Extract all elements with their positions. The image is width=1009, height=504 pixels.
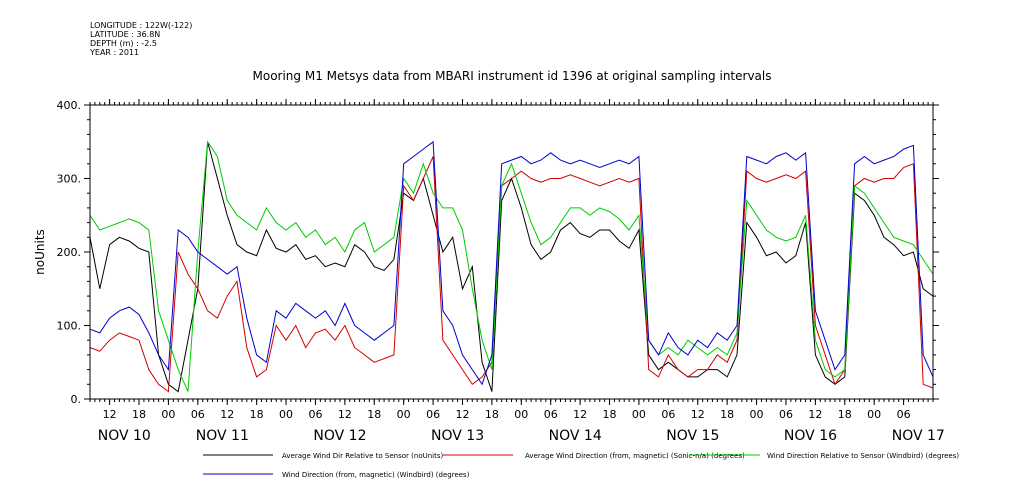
legend-label-3: Wind Direction Relative to Sensor (Windb… — [767, 452, 959, 460]
x-hour-label: 12 — [338, 408, 352, 421]
longitude-label: LONGITUDE : 122W(-122) — [90, 21, 193, 30]
y-tick-label: 300. — [57, 173, 82, 186]
x-hour-label: 00 — [750, 408, 764, 421]
x-hour-label: 12 — [455, 408, 469, 421]
x-hour-label: 18 — [250, 408, 264, 421]
y-tick-label: 200. — [57, 246, 82, 259]
x-hour-label: 00 — [279, 408, 293, 421]
x-hour-label: 06 — [308, 408, 322, 421]
depth-label: DEPTH (m) : -2.5 — [90, 39, 157, 48]
x-hour-label: 18 — [603, 408, 617, 421]
metadata-block: LONGITUDE : 122W(-122) LATITUDE : 36.8N … — [90, 21, 192, 57]
x-day-label: NOV 13 — [431, 428, 484, 444]
x-hour-label: 12 — [103, 408, 117, 421]
x-hour-label: 00 — [867, 408, 881, 421]
x-hour-label: 06 — [661, 408, 675, 421]
chart-title: Mooring M1 Metsys data from MBARI instru… — [253, 69, 772, 83]
legend-label-1: Average Wind Dir Relative to Sensor (noU… — [282, 452, 443, 460]
series-line-2 — [89, 156, 934, 393]
x-hour-label: 06 — [779, 408, 793, 421]
legend-label-4: Wind Direction (from, magnetic) (Windbir… — [282, 471, 470, 479]
x-day-label: NOV 17 — [892, 428, 945, 444]
y-tick-label: 0. — [71, 393, 82, 406]
x-hour-label: 12 — [573, 408, 587, 421]
plot-frame — [89, 104, 934, 400]
x-hour-label: 12 — [691, 408, 705, 421]
x-hour-label: 12 — [808, 408, 822, 421]
x-hour-label: 18 — [485, 408, 499, 421]
x-day-label: NOV 10 — [98, 428, 151, 444]
x-hour-label: 18 — [720, 408, 734, 421]
y-tick-label: 100. — [57, 320, 82, 333]
x-hour-label: 18 — [367, 408, 381, 421]
legend: Average Wind Dir Relative to Sensor (noU… — [203, 452, 959, 479]
x-hour-label: 18 — [838, 408, 852, 421]
x-hour-label: 00 — [161, 408, 175, 421]
x-hour-label: 06 — [426, 408, 440, 421]
series-line-4 — [89, 140, 934, 386]
y-tick-label: 400. — [57, 99, 82, 112]
x-hour-label: 00 — [514, 408, 528, 421]
x-day-label: NOV 15 — [666, 428, 719, 444]
x-day-label: NOV 16 — [784, 428, 837, 444]
x-day-label: NOV 11 — [196, 428, 249, 444]
year-label: YEAR : 2011 — [90, 48, 140, 57]
y-axis-label: noUnits — [33, 229, 47, 275]
x-hour-label: 00 — [397, 408, 411, 421]
x-hour-label: 00 — [632, 408, 646, 421]
series-line-3 — [89, 140, 934, 392]
x-hour-label: 18 — [132, 408, 146, 421]
latitude-label: LATITUDE : 36.8N — [90, 30, 161, 39]
x-hour-label: 06 — [191, 408, 205, 421]
x-hour-label: 06 — [897, 408, 911, 421]
legend-label-2: Average Wind Direction (from, magnetic) … — [525, 452, 745, 460]
x-day-label: NOV 12 — [313, 428, 366, 444]
plot-area: 0. 100. 200. 300. 400. 12 18 00 06 12 18 00 06 12 18 00… — [57, 99, 945, 444]
x-hour-label: 06 — [544, 408, 558, 421]
x-day-label: NOV 14 — [549, 428, 602, 444]
x-hour-label: 12 — [220, 408, 234, 421]
